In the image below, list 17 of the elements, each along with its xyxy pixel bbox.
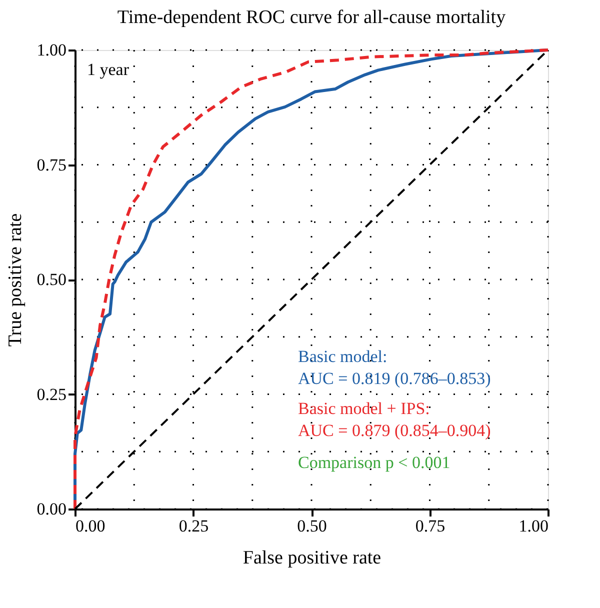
x-tick-label: 0.75 [415,516,446,536]
y-axis-title: True positive rate [4,213,26,347]
y-tick-label: 0.75 [36,155,66,174]
x-tick-label: 0.50 [297,516,327,536]
annotation: 1 year [87,60,130,79]
x-tick-label: 0.25 [178,516,209,536]
annotation: Comparison p < 0.001 [298,453,450,472]
y-tick-label: 0.25 [36,384,66,404]
text: Basic model + IPS: AUC = 0.879 (0.854–0.904) [298,399,491,440]
y-tick-label: 0.00 [36,500,66,518]
chart-title: Time-dependent ROC curve for all-cause mortality [117,7,506,28]
x-axis-title: False positive rate [242,548,382,568]
x-tick-label: 1.00 [518,516,548,536]
text: Basic model: AUC = 0.819 (0.786–0.853) [298,347,491,388]
y-tick-label: 1.00 [36,40,66,60]
y-tick-label: 0.50 [36,270,66,289]
x-tick-label: 0.00 [76,516,106,536]
